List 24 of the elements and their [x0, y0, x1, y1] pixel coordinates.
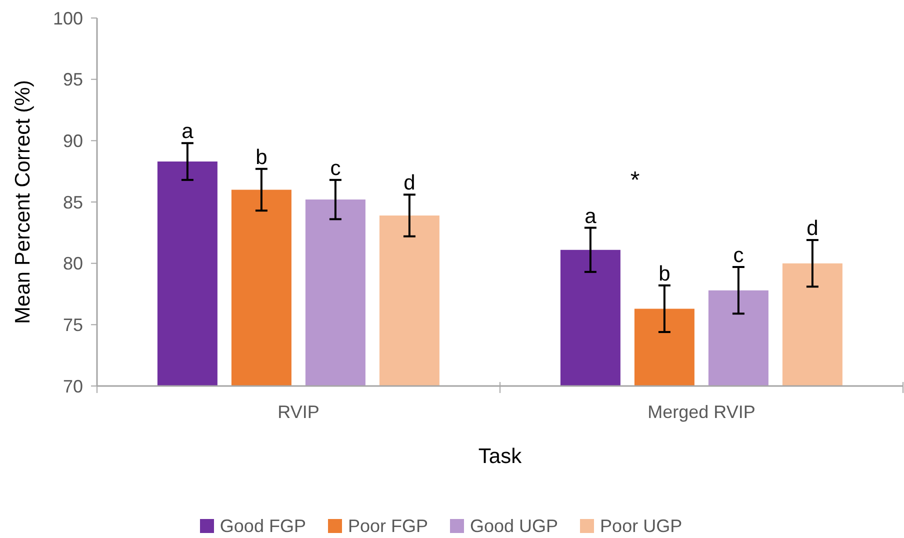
y-tick-label: 85 [62, 192, 83, 212]
x-tick-label: Merged RVIP [648, 402, 756, 422]
data-label: a [584, 204, 597, 228]
data-label: d [404, 172, 416, 195]
data-label: c [733, 244, 744, 268]
data-label: d [806, 217, 818, 240]
y-tick-label: 90 [62, 131, 83, 152]
legend-label: Poor FGP [348, 516, 428, 536]
data-label: b [256, 146, 268, 169]
y-tick-label: 80 [62, 254, 83, 274]
y-tick-label: 100 [52, 8, 83, 28]
x-axis-title: Task [478, 445, 522, 468]
legend-label: Good UGP [470, 516, 558, 536]
annotation: * [630, 166, 640, 194]
legend-label: Good FGP [220, 516, 306, 536]
data-label: b [658, 262, 670, 286]
data-label: a [182, 120, 194, 144]
legend-label: Poor UGP [600, 516, 682, 536]
y-axis-title: Mean Percent Correct (%) [11, 80, 34, 324]
y-tick-label: 70 [62, 376, 83, 396]
y-tick-label: 75 [62, 315, 83, 336]
y-tick-label: 95 [62, 70, 83, 90]
x-tick-label: RVIP [278, 402, 320, 422]
data-label: c [330, 156, 341, 180]
